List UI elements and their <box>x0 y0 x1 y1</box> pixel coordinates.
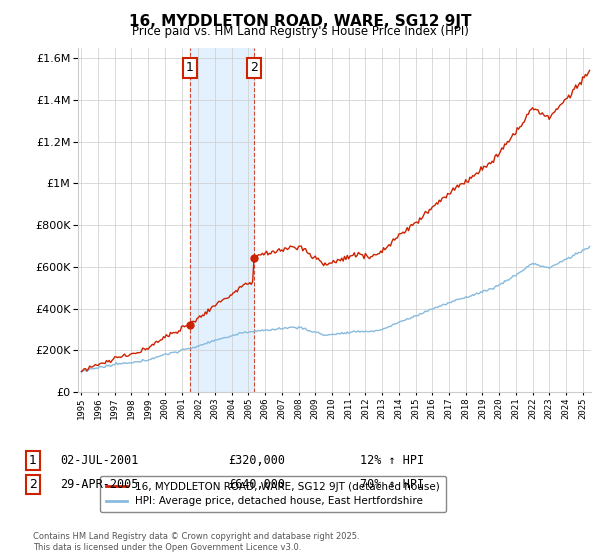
Text: 02-JUL-2001: 02-JUL-2001 <box>60 454 139 467</box>
Bar <box>190 48 254 392</box>
Text: Price paid vs. HM Land Registry's House Price Index (HPI): Price paid vs. HM Land Registry's House … <box>131 25 469 38</box>
Text: 2: 2 <box>29 478 37 491</box>
Text: 70% ↑ HPI: 70% ↑ HPI <box>360 478 424 491</box>
Text: 12% ↑ HPI: 12% ↑ HPI <box>360 454 424 467</box>
Text: 29-APR-2005: 29-APR-2005 <box>60 478 139 491</box>
Text: 16, MYDDLETON ROAD, WARE, SG12 9JT: 16, MYDDLETON ROAD, WARE, SG12 9JT <box>129 14 471 29</box>
Text: Contains HM Land Registry data © Crown copyright and database right 2025.
This d: Contains HM Land Registry data © Crown c… <box>33 532 359 552</box>
Text: 2: 2 <box>250 62 258 74</box>
Text: £320,000: £320,000 <box>228 454 285 467</box>
Text: £640,000: £640,000 <box>228 478 285 491</box>
Text: 1: 1 <box>29 454 37 467</box>
Legend: 16, MYDDLETON ROAD, WARE, SG12 9JT (detached house), HPI: Average price, detache: 16, MYDDLETON ROAD, WARE, SG12 9JT (deta… <box>100 476 446 512</box>
Text: 1: 1 <box>186 62 194 74</box>
